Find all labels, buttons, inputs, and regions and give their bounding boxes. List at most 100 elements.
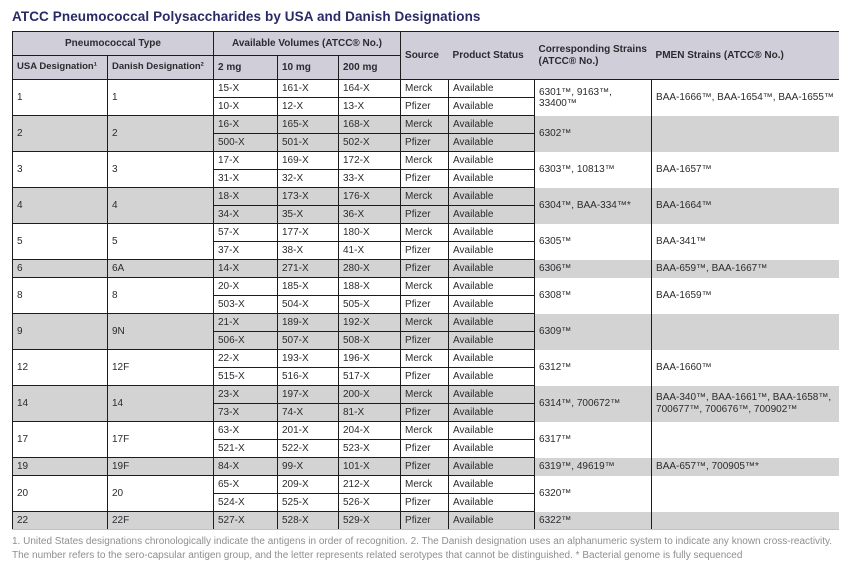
cell-corresponding-strains: 6305™ (534, 223, 653, 260)
cell-product-status: Available (448, 133, 536, 152)
cell-source: Pfizer (400, 205, 450, 224)
cell-volume-200mg: 200-X (337, 385, 402, 404)
cell-volume-2mg: 65-X (213, 475, 278, 494)
cell-volume-200mg: 13-X (337, 97, 402, 116)
cell-corresponding-strains: 6301™, 9163™, 33400™ (534, 79, 653, 116)
cell-corresponding-strains: 6322™ (534, 511, 653, 530)
cell-product-status: Available (448, 223, 536, 242)
cell-volume-2mg: 84-X (213, 457, 278, 476)
cell-pmen-strains (651, 511, 839, 530)
cell-volume-2mg: 10-X (213, 97, 278, 116)
cell-volume-2mg: 524-X (213, 493, 278, 512)
cell-pmen-strains (652, 422, 839, 458)
table-row: 6 6A 14-X 271-X 280-X Pfizer Available 6306™ BAA… (12, 259, 839, 278)
cell-volume-200mg: 36-X (337, 205, 402, 224)
cell-source: Merck (400, 421, 450, 440)
cell-volume-10mg: 501-X (277, 133, 339, 152)
cell-product-status: Available (448, 331, 536, 350)
cell-volume-2mg: 14-X (213, 259, 278, 278)
page-title: ATCC Pneumococcal Polysaccharides by USA… (12, 9, 481, 24)
cell-product-status: Available (448, 511, 536, 530)
cell-danish-designation: 9N (107, 313, 214, 350)
cell-volume-200mg: 204-X (337, 421, 402, 440)
cell-volume-200mg: 280-X (337, 259, 402, 278)
cell-volume-2mg: 20-X (213, 277, 278, 296)
cell-usa-designation: 2 (12, 115, 108, 152)
cell-danish-designation: 4 (107, 187, 214, 224)
cell-volume-2mg: 15-X (213, 79, 278, 98)
cell-source: Pfizer (400, 241, 450, 260)
cell-volume-10mg: 161-X (277, 79, 339, 98)
cell-volume-10mg: 528-X (277, 511, 339, 530)
cell-volume-2mg: 503-X (213, 295, 278, 314)
cell-product-status: Available (448, 277, 536, 296)
table-row: 20 20 65-X 209-X 212-X Merck Available 6320™ (12, 475, 839, 512)
cell-product-status: Available (448, 349, 536, 368)
table-row: 1 1 15-X 161-X 164-X Merck Available 6301™, 916… (12, 79, 839, 116)
table-row: 14 14 23-X 197-X 200-X Merck Available 6314™, 7… (12, 385, 839, 422)
cell-volume-200mg: 188-X (337, 277, 402, 296)
cell-source: Merck (400, 313, 450, 332)
cell-volume-2mg: 63-X (213, 421, 278, 440)
cell-usa-designation: 20 (12, 475, 108, 512)
header-volume-200mg: 200 mg (337, 55, 402, 80)
cell-volume-10mg: 12-X (277, 97, 339, 116)
cell-product-status: Available (448, 367, 536, 386)
cell-product-status: Available (448, 457, 536, 476)
cell-source: Merck (400, 151, 450, 170)
cell-volume-10mg: 189-X (277, 313, 339, 332)
cell-volume-2mg: 22-X (213, 349, 278, 368)
cell-volume-2mg: 57-X (213, 223, 278, 242)
header-volume-2mg: 2 mg (213, 55, 278, 80)
cell-danish-designation: 14 (107, 385, 214, 422)
cell-source: Merck (400, 349, 450, 368)
table-body: 1 1 15-X 161-X 164-X Merck Available 6301™, 916… (12, 79, 839, 530)
cell-source: Pfizer (400, 295, 450, 314)
cell-source: Pfizer (400, 133, 450, 152)
cell-corresponding-strains: 6303™, 10813™ (534, 151, 653, 188)
header-corresponding-strains: Corresponding Strains (ATCC® No.) (534, 31, 652, 80)
cell-volume-2mg: 21-X (213, 313, 278, 332)
cell-volume-10mg: 32-X (277, 169, 339, 188)
cell-volume-10mg: 522-X (277, 439, 339, 458)
cell-danish-designation: 1 (107, 79, 214, 116)
cell-volume-10mg: 209-X (277, 475, 339, 494)
cell-volume-2mg: 17-X (213, 151, 278, 170)
cell-source: Pfizer (400, 511, 450, 530)
cell-corresponding-strains: 6304™, BAA-334™* (534, 187, 653, 224)
cell-volume-200mg: 172-X (337, 151, 402, 170)
cell-volume-200mg: 101-X (337, 457, 402, 476)
cell-volume-200mg: 526-X (337, 493, 402, 512)
cell-corresponding-strains: 6308™ (534, 277, 653, 314)
cell-volume-200mg: 168-X (337, 115, 402, 134)
cell-volume-10mg: 177-X (277, 223, 339, 242)
cell-danish-designation: 20 (107, 475, 214, 512)
cell-product-status: Available (448, 295, 536, 314)
cell-pmen-strains (652, 116, 839, 152)
table-row: 17 17F 63-X 201-X 204-X Merck Available 6317™ (12, 421, 839, 458)
cell-volume-200mg: 529-X (337, 511, 402, 530)
cell-pmen-strains: BAA-341™ (656, 235, 707, 247)
cell-source: Pfizer (400, 457, 450, 476)
cell-volume-2mg: 73-X (213, 403, 278, 422)
cell-danish-designation: 6A (107, 259, 214, 278)
cell-usa-designation: 4 (12, 187, 108, 224)
cell-volume-200mg: 505-X (337, 295, 402, 314)
cell-volume-2mg: 37-X (213, 241, 278, 260)
cell-volume-200mg: 81-X (337, 403, 402, 422)
cell-usa-designation: 5 (12, 223, 108, 260)
cell-source: Merck (400, 223, 450, 242)
cell-danish-designation: 3 (107, 151, 214, 188)
cell-pmen-strains (652, 476, 839, 512)
cell-product-status: Available (448, 169, 536, 188)
cell-volume-2mg: 31-X (213, 169, 278, 188)
cell-volume-2mg: 34-X (213, 205, 278, 224)
footnote: 1. United States designations chronologi… (12, 536, 833, 561)
cell-pmen-strains: BAA-659™, BAA-1667™ (656, 262, 768, 274)
cell-volume-2mg: 527-X (213, 511, 278, 530)
cell-volume-2mg: 500-X (213, 133, 278, 152)
cell-source: Merck (400, 385, 450, 404)
cell-volume-10mg: 35-X (277, 205, 339, 224)
header-danish-designation: Danish Designation² (107, 55, 214, 80)
table-row: 3 3 17-X 169-X 172-X Merck Available 6303™, 108… (12, 151, 839, 188)
